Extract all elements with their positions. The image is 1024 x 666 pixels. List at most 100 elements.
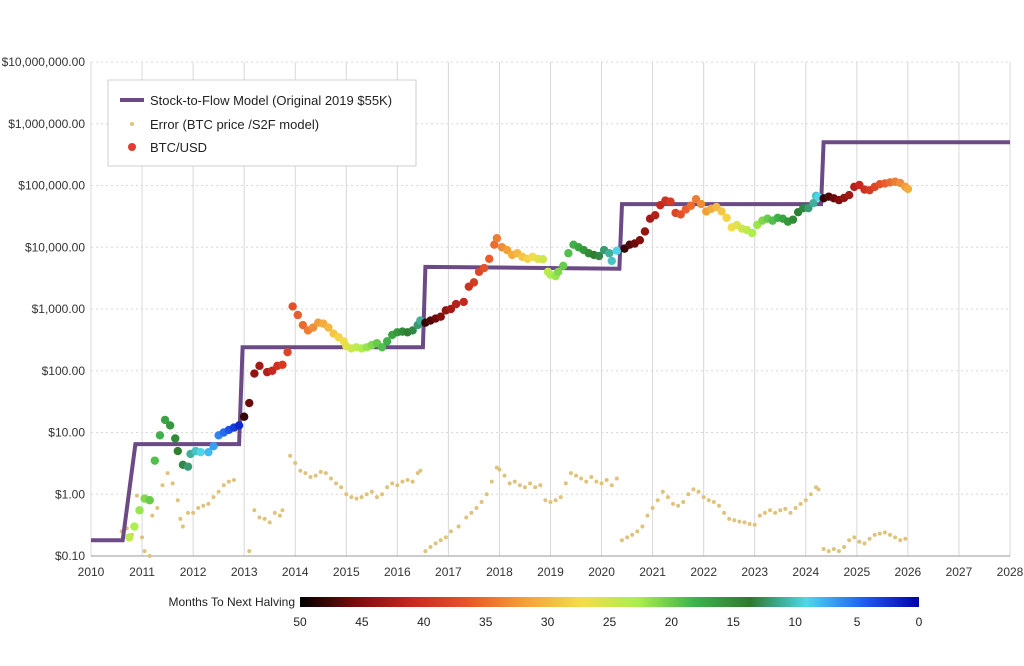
error-point: [773, 510, 778, 515]
btc-price-point: [722, 213, 731, 222]
error-point: [277, 513, 282, 518]
colorbar-tick-label: 45: [355, 615, 369, 629]
error-point: [522, 485, 527, 490]
error-point: [196, 505, 201, 510]
error-point: [280, 508, 285, 513]
error-point: [821, 546, 826, 551]
error-point: [303, 471, 308, 476]
error-point: [160, 483, 165, 488]
x-tick-label: 2017: [435, 565, 462, 579]
btc-price-point: [298, 320, 308, 330]
error-point: [640, 524, 645, 529]
error-point: [862, 541, 867, 546]
error-point: [512, 479, 517, 484]
y-tick-label: $1,000.00: [32, 302, 86, 316]
colorbar-gradient: [300, 597, 919, 607]
error-point: [226, 479, 231, 484]
error-point: [354, 496, 359, 501]
x-tick-label: 2013: [231, 565, 258, 579]
error-point: [783, 506, 788, 511]
error-point: [479, 499, 484, 504]
btc-price-point: [459, 297, 468, 307]
error-point: [711, 499, 716, 504]
error-point: [293, 461, 298, 466]
error-point: [507, 481, 512, 486]
error-point: [594, 479, 599, 484]
error-point: [691, 487, 696, 492]
colorbar-tick-label: 20: [665, 615, 679, 629]
error-point: [867, 536, 872, 541]
btc-price-point: [130, 522, 139, 531]
error-point: [793, 505, 798, 510]
btc-price-point: [234, 421, 244, 430]
btc-price-point: [696, 199, 706, 209]
error-series: [119, 453, 908, 558]
x-tick-label: 2024: [792, 565, 819, 579]
error-point: [178, 516, 183, 521]
error-point: [267, 520, 272, 525]
error-point: [344, 492, 349, 497]
error-point: [405, 478, 410, 483]
error-point: [757, 513, 762, 518]
legend-box: [107, 79, 417, 167]
colorbar-tick-label: 5: [854, 615, 861, 629]
y-tick-label: $10,000,000.00: [2, 55, 86, 69]
error-point: [423, 549, 428, 554]
error-point: [339, 485, 344, 490]
error-point: [747, 521, 752, 526]
error-point: [903, 536, 908, 541]
error-point: [625, 535, 630, 540]
x-tick-label: 2014: [282, 565, 309, 579]
btc-price-point: [125, 533, 134, 542]
error-point: [533, 485, 538, 490]
error-point: [604, 478, 609, 483]
btc-price-point: [635, 236, 645, 245]
error-point: [380, 492, 385, 497]
error-point: [191, 510, 196, 515]
btc-price-point: [485, 254, 494, 264]
btc-price-point: [479, 263, 489, 273]
error-point: [318, 469, 323, 474]
error-point: [247, 549, 252, 554]
btc-price-point: [377, 343, 387, 352]
btc-price-point: [492, 234, 502, 243]
btc-price-point: [173, 446, 182, 456]
colorbar: Months To Next Halving 50 45 40 35 30 25 20 15 1…: [168, 595, 922, 629]
btc-price-point: [283, 347, 292, 357]
colorbar-tick-label: 35: [479, 615, 493, 629]
error-point: [359, 495, 364, 500]
x-tick-label: 2010: [78, 565, 105, 579]
btc-price-point: [469, 278, 479, 287]
legend-label-error: Error (BTC price /S2F model): [150, 117, 319, 132]
btc-price-point: [209, 441, 218, 451]
error-point: [737, 519, 742, 524]
btc-price-point: [165, 421, 175, 430]
error-point: [410, 479, 415, 484]
btc-price-point: [171, 434, 180, 443]
error-point: [650, 505, 655, 510]
error-point: [589, 475, 594, 480]
error-point: [635, 529, 640, 534]
error-point: [334, 481, 339, 486]
btc-price-point: [135, 506, 144, 515]
btc-price-point: [612, 246, 622, 255]
error-point: [497, 467, 502, 472]
error-point: [614, 476, 619, 481]
error-point: [155, 505, 160, 510]
error-point: [415, 471, 420, 476]
error-point: [489, 479, 494, 484]
error-point: [660, 489, 665, 494]
btc-price-point: [382, 337, 392, 346]
error-point: [528, 481, 533, 486]
btc-price-point: [747, 228, 757, 238]
x-axis: 2010 2011 2012 2013 2014 2015 2016 2017 2018 2019…: [78, 555, 1024, 579]
error-point: [252, 508, 257, 513]
error-point: [701, 495, 706, 500]
colorbar-tick-label: 50: [293, 615, 307, 629]
stock-to-flow-line: [91, 140, 1010, 543]
error-point: [609, 483, 614, 488]
btc-price-point: [607, 256, 616, 266]
x-tick-label: 2023: [741, 565, 768, 579]
btc-price-point: [145, 496, 154, 505]
